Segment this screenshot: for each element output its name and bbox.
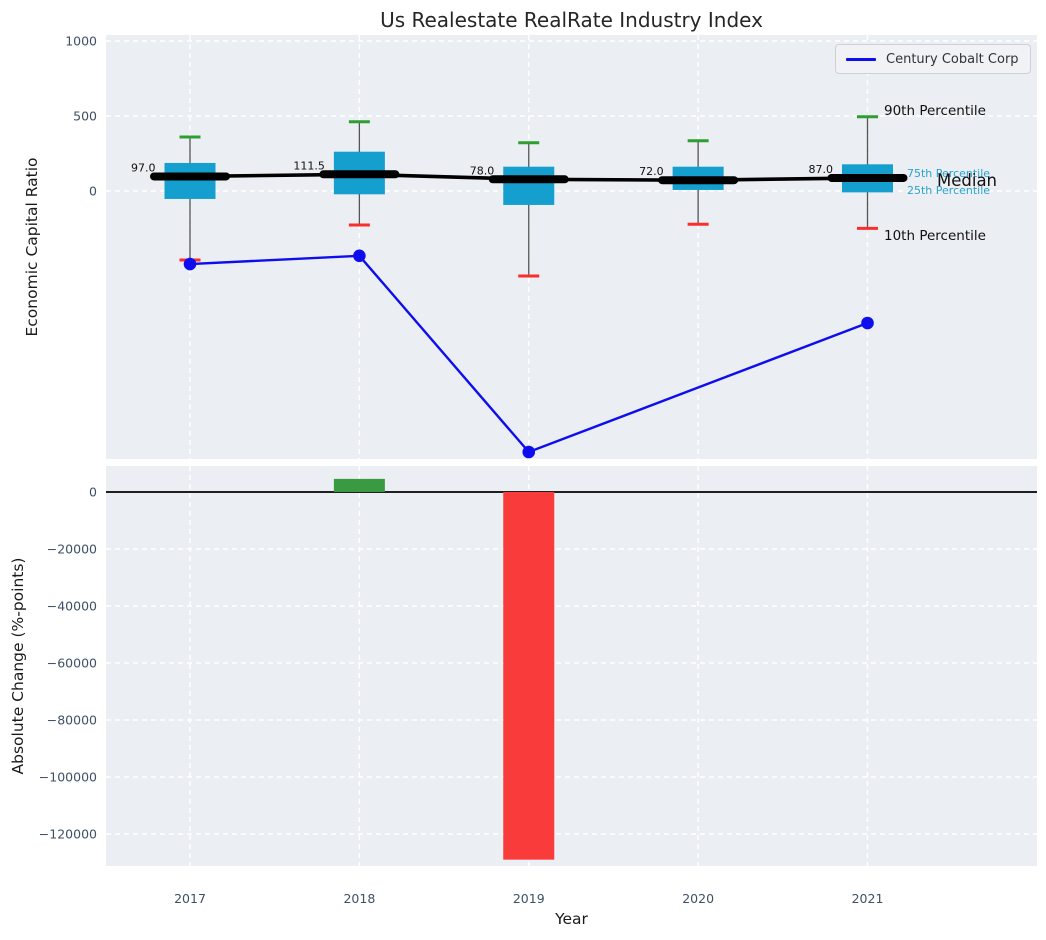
median-value-label-2020: 72.0 bbox=[639, 165, 664, 178]
xtick-2017: 2017 bbox=[174, 891, 206, 906]
bottom-ytick--120000: −120000 bbox=[39, 827, 97, 842]
company-point-2017 bbox=[183, 257, 197, 271]
chart-title: Us Realestate RealRate Industry Index bbox=[380, 8, 763, 32]
median-value-label-2017: 97.0 bbox=[131, 161, 156, 174]
bottom-ytick--60000: −60000 bbox=[47, 656, 97, 671]
bottom-ytick--80000: −80000 bbox=[47, 713, 97, 728]
company-point-2018 bbox=[353, 249, 366, 263]
xtick-2021: 2021 bbox=[852, 891, 884, 906]
annotation-90th-percentile: 90th Percentile bbox=[884, 103, 986, 119]
annotation-10th-percentile: 10th Percentile bbox=[884, 228, 986, 244]
legend-line-sample-icon bbox=[846, 57, 876, 61]
top-ytick-500: 500 bbox=[73, 109, 97, 124]
company-point-2021 bbox=[861, 316, 874, 330]
bottom-y-axis-label: Absolute Change (%-points) bbox=[9, 557, 27, 775]
legend: Century Cobalt Corp bbox=[835, 44, 1031, 74]
company-point-2019 bbox=[522, 445, 536, 459]
bottom-ytick--40000: −40000 bbox=[47, 599, 97, 614]
xtick-2020: 2020 bbox=[682, 891, 714, 906]
annotation-75th-percentile: 75th Percentile bbox=[907, 167, 991, 180]
company-series-line bbox=[189, 254, 868, 454]
xtick-2018: 2018 bbox=[343, 891, 375, 906]
bottom-ytick--20000: −20000 bbox=[47, 542, 97, 557]
median-value-label-2019: 78.0 bbox=[470, 164, 495, 177]
x-axis-label: Year bbox=[555, 910, 588, 928]
median-value-label-2018: 111.5 bbox=[293, 159, 325, 172]
box-2017 bbox=[164, 162, 216, 199]
annotation-median: Median bbox=[937, 171, 998, 190]
top-y-axis-label: Economic Capital Ratio bbox=[23, 157, 41, 337]
bottom-plot-area bbox=[106, 466, 1037, 866]
top-ytick-1000: 1000 bbox=[65, 34, 97, 49]
bar-2018 bbox=[333, 478, 385, 492]
box-2019 bbox=[503, 166, 555, 205]
xtick-2019: 2019 bbox=[513, 891, 545, 906]
median-value-label-2021: 87.0 bbox=[809, 163, 834, 176]
bottom-ytick--100000: −100000 bbox=[39, 770, 97, 785]
bottom-ytick-0: 0 bbox=[89, 485, 97, 500]
top-plot-area bbox=[106, 35, 1037, 459]
bar-2019 bbox=[503, 492, 555, 860]
top-ytick-0: 0 bbox=[89, 184, 97, 199]
annotation-25th-percentile: 25th Percentile bbox=[907, 184, 991, 197]
legend-series-label: Century Cobalt Corp bbox=[886, 51, 1019, 67]
